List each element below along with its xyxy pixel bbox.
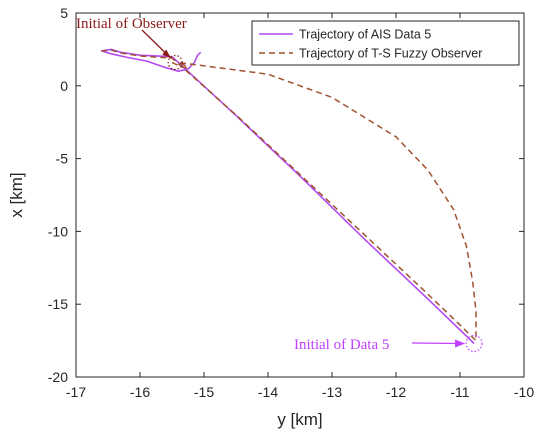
y-tick-label: 5: [60, 5, 68, 21]
series-ais-data5-line: [100, 48, 475, 345]
x-tick-label: -13: [322, 384, 342, 400]
x-axis-label: y [km]: [277, 410, 322, 429]
y-tick-label: -20: [48, 369, 68, 385]
x-tick-label: -11: [450, 384, 469, 400]
series-ts-observer-line: [101, 49, 477, 342]
observer-initial-marker: [167, 54, 183, 71]
x-tick-label: -10: [514, 384, 534, 400]
x-tick-label: -14: [258, 384, 278, 400]
x-tick-label: -15: [194, 384, 214, 400]
legend-box: [251, 20, 520, 66]
annotation-initial-data5: Initial of Data 5: [294, 337, 389, 353]
y-axis-label: x [km]: [7, 172, 26, 217]
x-tick-label: -16: [130, 384, 150, 400]
x-tick-label: -12: [386, 384, 406, 400]
y-tick-label: -10: [48, 223, 68, 239]
observer-initial-arrowhead: [162, 49, 172, 59]
data5-initial-arrowhead: [455, 339, 466, 348]
x-tick-label: -17: [66, 384, 86, 400]
y-tick-label: 0: [60, 78, 68, 94]
legend-label-ais: Trajectory of AIS Data 5: [299, 28, 431, 42]
y-tick-label: -5: [56, 151, 69, 167]
data5-initial-arrow: [411, 342, 464, 345]
data5-initial-marker: [465, 334, 483, 353]
annotation-initial-observer: Initial of Observer: [76, 16, 187, 32]
y-tick-label: -15: [48, 296, 68, 312]
legend: Trajectory of AIS Data 5 Trajectory of T…: [251, 20, 520, 66]
legend-label-observer: Trajectory of T-S Fuzzy Observer: [299, 47, 482, 61]
plot-frame: [75, 12, 525, 378]
